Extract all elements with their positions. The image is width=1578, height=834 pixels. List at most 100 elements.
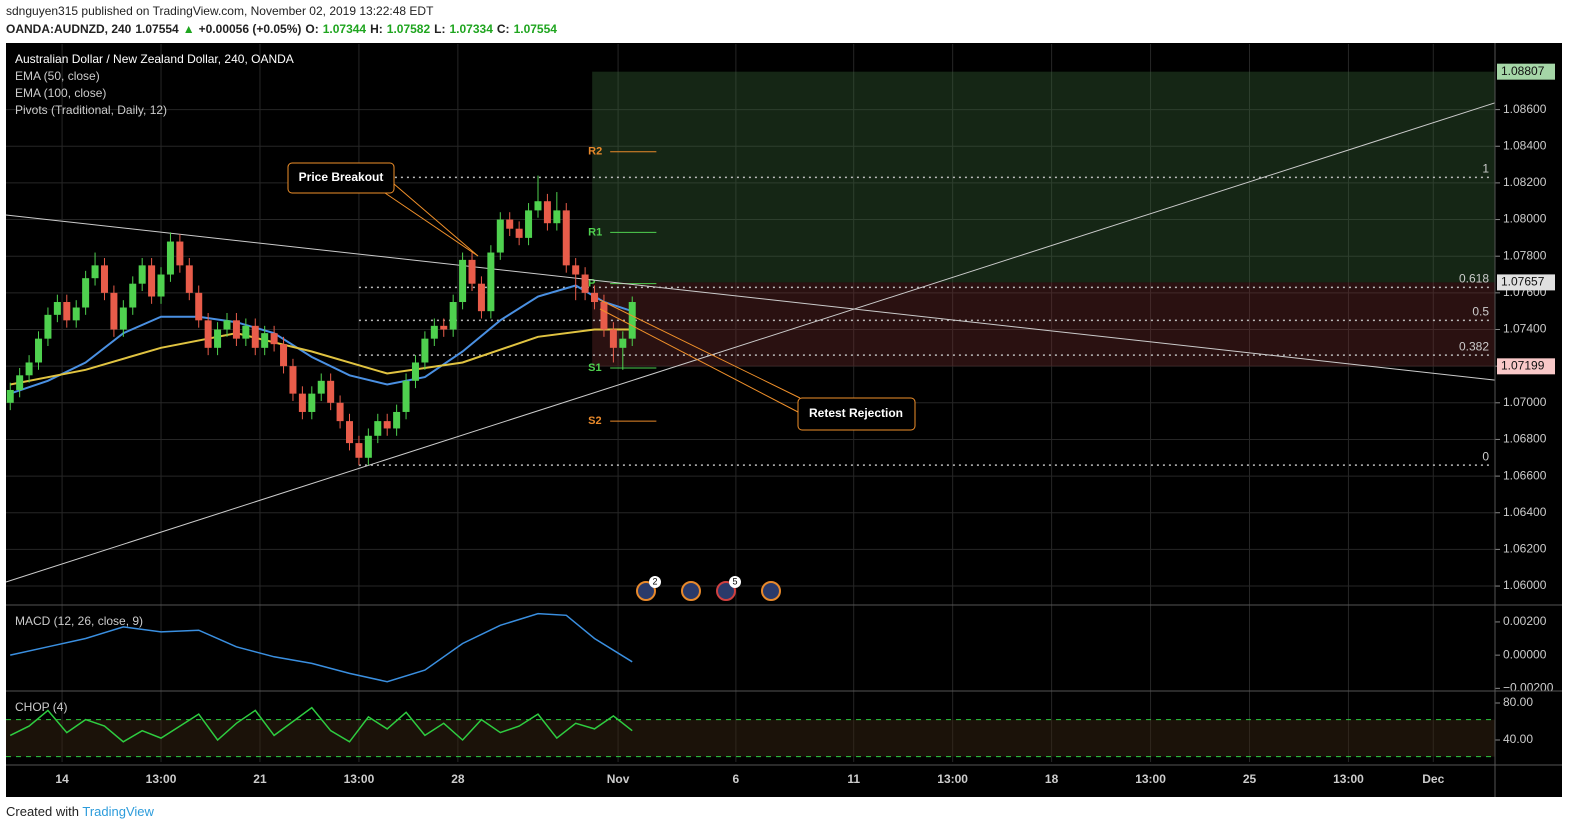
- candle-body: [251, 325, 259, 348]
- fib-label: 1: [1482, 162, 1489, 176]
- y-tick-label: 1.06000: [1503, 578, 1547, 592]
- y-tick-label: 1.08200: [1503, 175, 1547, 189]
- event-badge: [649, 576, 661, 588]
- fib-label: 0: [1482, 449, 1489, 463]
- candle-body: [553, 210, 561, 224]
- x-tick-label: 13:00: [1135, 772, 1166, 786]
- y-tick-label: 1.06800: [1503, 432, 1547, 446]
- x-tick-label: 11: [847, 772, 860, 786]
- x-tick-label: 25: [1243, 772, 1257, 786]
- candle-body: [619, 338, 627, 348]
- change: +0.00056 (+0.05%): [198, 22, 302, 36]
- candle-body: [242, 325, 250, 339]
- fib-label: 0.618: [1459, 272, 1489, 286]
- y-tick-label: 1.07800: [1503, 248, 1547, 262]
- event-icon: [636, 581, 656, 601]
- candle-body: [477, 283, 485, 312]
- candle-body: [110, 292, 118, 330]
- y-tick-label: 1.08600: [1503, 102, 1547, 116]
- close: 1.07554: [513, 22, 557, 36]
- x-tick-label: 28: [451, 772, 465, 786]
- candle-body: [534, 201, 542, 211]
- change-arrow: ▲: [182, 22, 195, 36]
- candle-body: [374, 421, 382, 436]
- footer-text: Created with: [6, 804, 79, 819]
- trend-line: [5, 214, 1496, 381]
- y-tick-label: 1.06200: [1503, 542, 1547, 556]
- candle-body: [204, 320, 212, 348]
- candle-body: [6, 389, 14, 403]
- open-label: O:: [305, 22, 319, 36]
- candle-body: [214, 329, 222, 348]
- candle-body: [487, 252, 495, 312]
- x-tick-label: 13:00: [146, 772, 177, 786]
- fib-label: 0.382: [1459, 339, 1489, 353]
- y-tick-label: 40.00: [1503, 732, 1533, 746]
- pivot-label: P: [588, 278, 595, 290]
- y-tick-label: 1.08000: [1503, 212, 1547, 226]
- y-tick-label: 1.06400: [1503, 505, 1547, 519]
- candle-body: [25, 362, 33, 376]
- candle-body: [468, 259, 476, 284]
- ema-line: [10, 328, 633, 386]
- callout-box: [287, 162, 395, 194]
- candle-body: [591, 292, 599, 303]
- x-tick-label: 13:00: [1333, 772, 1364, 786]
- callout-arrow: [384, 192, 479, 257]
- candle-body: [195, 292, 203, 321]
- candle-body: [53, 302, 61, 315]
- legend-entry: EMA (100, close): [15, 86, 106, 100]
- candle-body: [270, 333, 278, 345]
- low: 1.07334: [449, 22, 493, 36]
- candle-body: [298, 393, 306, 412]
- x-tick-label: 6: [733, 772, 740, 786]
- event-icon: [681, 581, 701, 601]
- symbol: OANDA:AUDNZD, 240: [6, 22, 132, 36]
- indicator-line: [9, 706, 633, 743]
- price-label-box: [1497, 63, 1555, 80]
- high-label: H:: [370, 22, 383, 36]
- candle-body: [138, 265, 146, 284]
- callout: Retest Rejection: [599, 299, 916, 431]
- candle-body: [35, 338, 43, 363]
- y-tick-label: 0.00000: [1503, 647, 1547, 661]
- price-label: 1.07657: [1501, 275, 1545, 289]
- open: 1.07344: [322, 22, 367, 36]
- candle-body: [421, 338, 429, 363]
- price-label: 1.08807: [1501, 64, 1545, 78]
- event-badge-count: 5: [732, 576, 737, 586]
- candle-body: [515, 228, 523, 238]
- candle-body: [562, 210, 570, 266]
- y-tick-label: 80.00: [1503, 695, 1533, 709]
- candle-body: [157, 274, 165, 297]
- y-tick-label: 1.07400: [1503, 322, 1547, 336]
- footer-brand[interactable]: TradingView: [82, 804, 154, 819]
- plot: 14 13:00 21 13:00 28 Nov 6 11 13:00 18 13:00 25 13:0…: [5, 63, 1555, 786]
- candle-body: [91, 265, 99, 279]
- candle-body: [63, 302, 71, 321]
- x-tick-label: 21: [253, 772, 267, 786]
- pane-title: MACD (12, 26, close, 9): [15, 614, 143, 628]
- x-tick-label: 18: [1045, 772, 1059, 786]
- x-tick-label: 13:00: [344, 772, 375, 786]
- pane-title: CHOP (4): [15, 700, 67, 714]
- candle-body: [506, 219, 514, 229]
- callout-text: Retest Rejection: [809, 406, 903, 420]
- candle-body: [581, 274, 589, 293]
- footer: Created with TradingView: [6, 804, 154, 819]
- events: 2 5: [636, 576, 781, 601]
- candle-body: [430, 325, 438, 339]
- candle-body: [609, 329, 617, 348]
- price-label-box: [1497, 358, 1555, 375]
- candle-body: [411, 362, 419, 381]
- candle-body: [449, 302, 457, 330]
- candle-body: [459, 259, 467, 303]
- candle-body: [82, 278, 90, 308]
- candle-body: [44, 314, 52, 339]
- high: 1.07582: [386, 22, 431, 36]
- event-icon: [716, 581, 736, 601]
- candle-body: [600, 302, 608, 330]
- legend-entry: Pivots (Traditional, Daily, 12): [15, 103, 167, 117]
- candle-body: [393, 411, 401, 429]
- candle-body: [72, 307, 80, 321]
